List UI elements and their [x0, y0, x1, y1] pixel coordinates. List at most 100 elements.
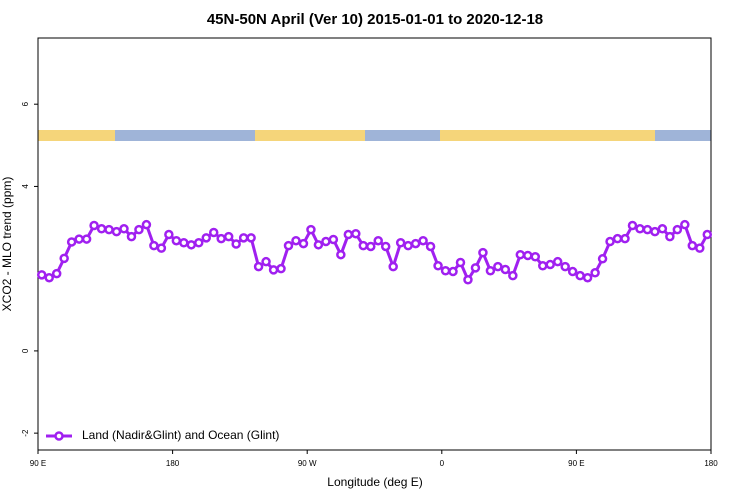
data-point [66, 237, 77, 247]
data-point [500, 264, 511, 275]
data-point [582, 272, 593, 283]
y-tick-label: -2 [21, 429, 30, 437]
data-point [612, 233, 623, 244]
data-point [560, 261, 570, 272]
data-point [642, 224, 653, 235]
y-tick-label: 6 [21, 101, 30, 106]
x-tick-label: 180 [704, 459, 718, 468]
data-point [485, 265, 496, 276]
data-point [493, 261, 503, 272]
data-point [373, 235, 383, 246]
data-point [395, 238, 406, 248]
data-point [111, 226, 122, 237]
x-axis-label: Longitude (deg E) [327, 475, 422, 489]
data-point [89, 220, 99, 231]
data-point [440, 265, 451, 276]
legend-marker [54, 431, 64, 441]
data-point [552, 256, 563, 267]
y-tick-label: 4 [21, 184, 30, 189]
data-point [702, 229, 713, 240]
data-point [231, 239, 241, 249]
data-point [403, 240, 413, 251]
data-point [470, 263, 481, 273]
data-point [291, 235, 301, 246]
x-tick-label: 90 E [568, 459, 584, 468]
data-point [620, 233, 630, 244]
data-point [358, 240, 369, 251]
data-point [246, 233, 256, 243]
y-axis-label: XCO2 - MLO trend (ppm) [0, 177, 14, 312]
x-tick-label: 180 [166, 459, 180, 468]
data-point [366, 241, 376, 252]
data-point [343, 229, 354, 240]
data-point [627, 220, 638, 231]
data-point [276, 263, 286, 274]
data-point [149, 240, 159, 251]
data-point [126, 231, 137, 242]
plot-frame [37, 37, 712, 451]
x-tick-label: 90 E [30, 459, 46, 468]
data-point [238, 233, 249, 243]
data-point [680, 219, 690, 230]
data-point [530, 251, 541, 262]
data-point [665, 231, 675, 242]
data-point [156, 243, 167, 253]
x-tick-label: 90 W [298, 459, 317, 468]
data-point [545, 259, 555, 270]
data-point [36, 270, 47, 280]
x-tick-label: 0 [440, 459, 445, 468]
data-point [298, 238, 309, 249]
data-point [51, 268, 62, 279]
data-point [433, 261, 443, 271]
data-point [508, 270, 518, 281]
data-point [216, 233, 226, 244]
data-point [96, 224, 107, 234]
data-point [590, 268, 600, 278]
data-point [134, 224, 144, 235]
data-point [306, 224, 316, 235]
data-point [380, 241, 391, 252]
data-point [605, 236, 615, 247]
data-point [672, 224, 683, 235]
data-point [388, 261, 398, 272]
data-point [201, 233, 211, 243]
data-point [321, 236, 331, 247]
data-point [253, 261, 264, 272]
y-tick-label: 0 [21, 348, 30, 353]
legend-label: Land (Nadir&Glint) and Ocean (Glint) [82, 428, 279, 442]
data-point [336, 249, 346, 260]
data-point [575, 270, 585, 281]
data-point [44, 272, 54, 283]
data-point [523, 250, 533, 261]
data-point [104, 224, 114, 235]
data-point [164, 229, 174, 240]
data-point [119, 224, 129, 234]
data-point [635, 224, 645, 234]
data-point [448, 266, 458, 277]
land-ocean-band [38, 130, 711, 141]
data-point [261, 256, 271, 267]
data-point [179, 238, 189, 248]
data-point [657, 224, 668, 234]
ocean-strip [38, 130, 711, 141]
data-point [351, 228, 361, 239]
data-point [478, 247, 488, 258]
data-point [687, 240, 698, 251]
land-strip [255, 130, 365, 141]
data-point [455, 257, 466, 268]
data-point [141, 219, 152, 230]
data-point [515, 249, 526, 260]
data-point [59, 253, 69, 264]
data-point [194, 238, 204, 248]
data-point [283, 240, 294, 251]
data-point [650, 226, 660, 237]
data-point [410, 238, 421, 249]
data-point [268, 265, 279, 275]
data-point [538, 261, 548, 271]
data-point [425, 241, 436, 252]
land-strip [440, 130, 655, 141]
data-point [463, 275, 473, 285]
data-point [74, 234, 84, 244]
data-point [328, 234, 339, 245]
